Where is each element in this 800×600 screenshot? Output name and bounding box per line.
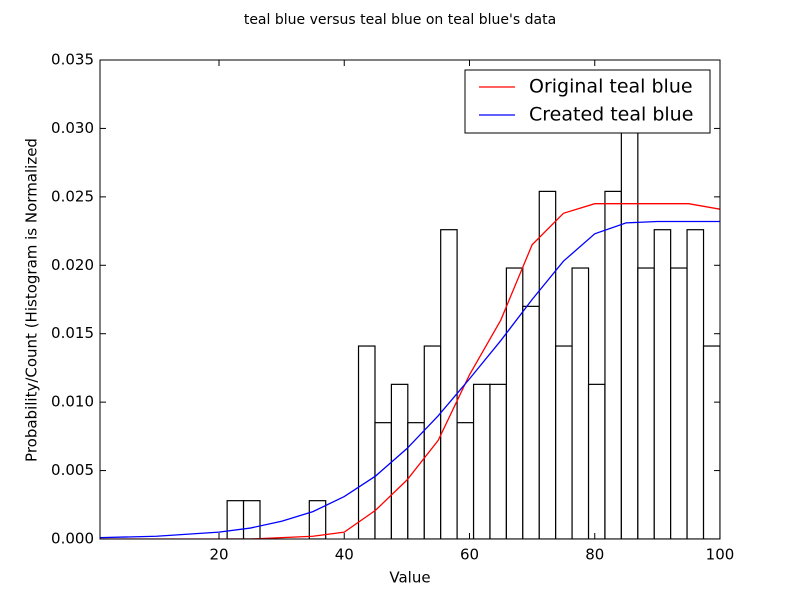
y-tick-label: 0.020: [51, 256, 94, 274]
histogram-bar: [637, 267, 655, 539]
histogram-bar: [620, 112, 639, 539]
y-tick-label: 0.015: [51, 324, 94, 342]
histogram-bar: [702, 345, 720, 539]
x-tick-label: 80: [585, 546, 604, 564]
y-tick-label: 0.035: [51, 51, 94, 69]
y-tick-label: 0.005: [51, 461, 94, 479]
histogram-bar: [686, 229, 705, 539]
x-tick-label: 60: [460, 546, 479, 564]
histogram-bar: [242, 500, 261, 539]
x-tick-label: 20: [209, 546, 228, 564]
y-tick-label: 0.025: [51, 187, 94, 205]
histogram-bar: [407, 422, 425, 539]
x-axis-label: Value: [389, 569, 430, 587]
legend-label: Original teal blue: [529, 76, 693, 98]
histogram-bar: [489, 383, 507, 539]
y-tick-label: 0.000: [51, 530, 94, 548]
histogram-bar: [587, 383, 606, 539]
histogram-bar: [505, 267, 524, 539]
histogram-bar: [390, 383, 409, 539]
histogram-bar: [226, 500, 245, 539]
legend-label: Created teal blue: [529, 104, 693, 126]
histogram-bar: [423, 345, 442, 539]
histogram-bar: [653, 229, 672, 539]
chart-title: teal blue versus teal blue on teal blue'…: [244, 12, 556, 28]
line: [100, 203, 720, 539]
histogram-bar: [357, 345, 376, 539]
y-axis-label: Probability/Count (Histogram is Normaliz…: [23, 138, 41, 462]
histogram-bar: [604, 190, 622, 539]
histogram-bar: [555, 345, 573, 539]
histogram-bar: [374, 422, 392, 539]
x-tick-label: 40: [335, 546, 354, 564]
plot-frame: [99, 59, 721, 540]
histogram-bar: [571, 267, 590, 539]
histogram-bar: [522, 305, 540, 539]
y-tick-label: 0.010: [51, 393, 94, 411]
x-tick-label: 100: [706, 546, 735, 564]
legend-box: [464, 69, 711, 134]
histogram-bar: [538, 190, 557, 539]
line: [100, 220, 720, 539]
histogram-bar: [456, 422, 475, 539]
histogram-bar: [670, 267, 688, 539]
y-tick-label: 0.030: [51, 119, 94, 137]
histogram-bar: [440, 229, 458, 539]
histogram-bar: [472, 383, 491, 539]
